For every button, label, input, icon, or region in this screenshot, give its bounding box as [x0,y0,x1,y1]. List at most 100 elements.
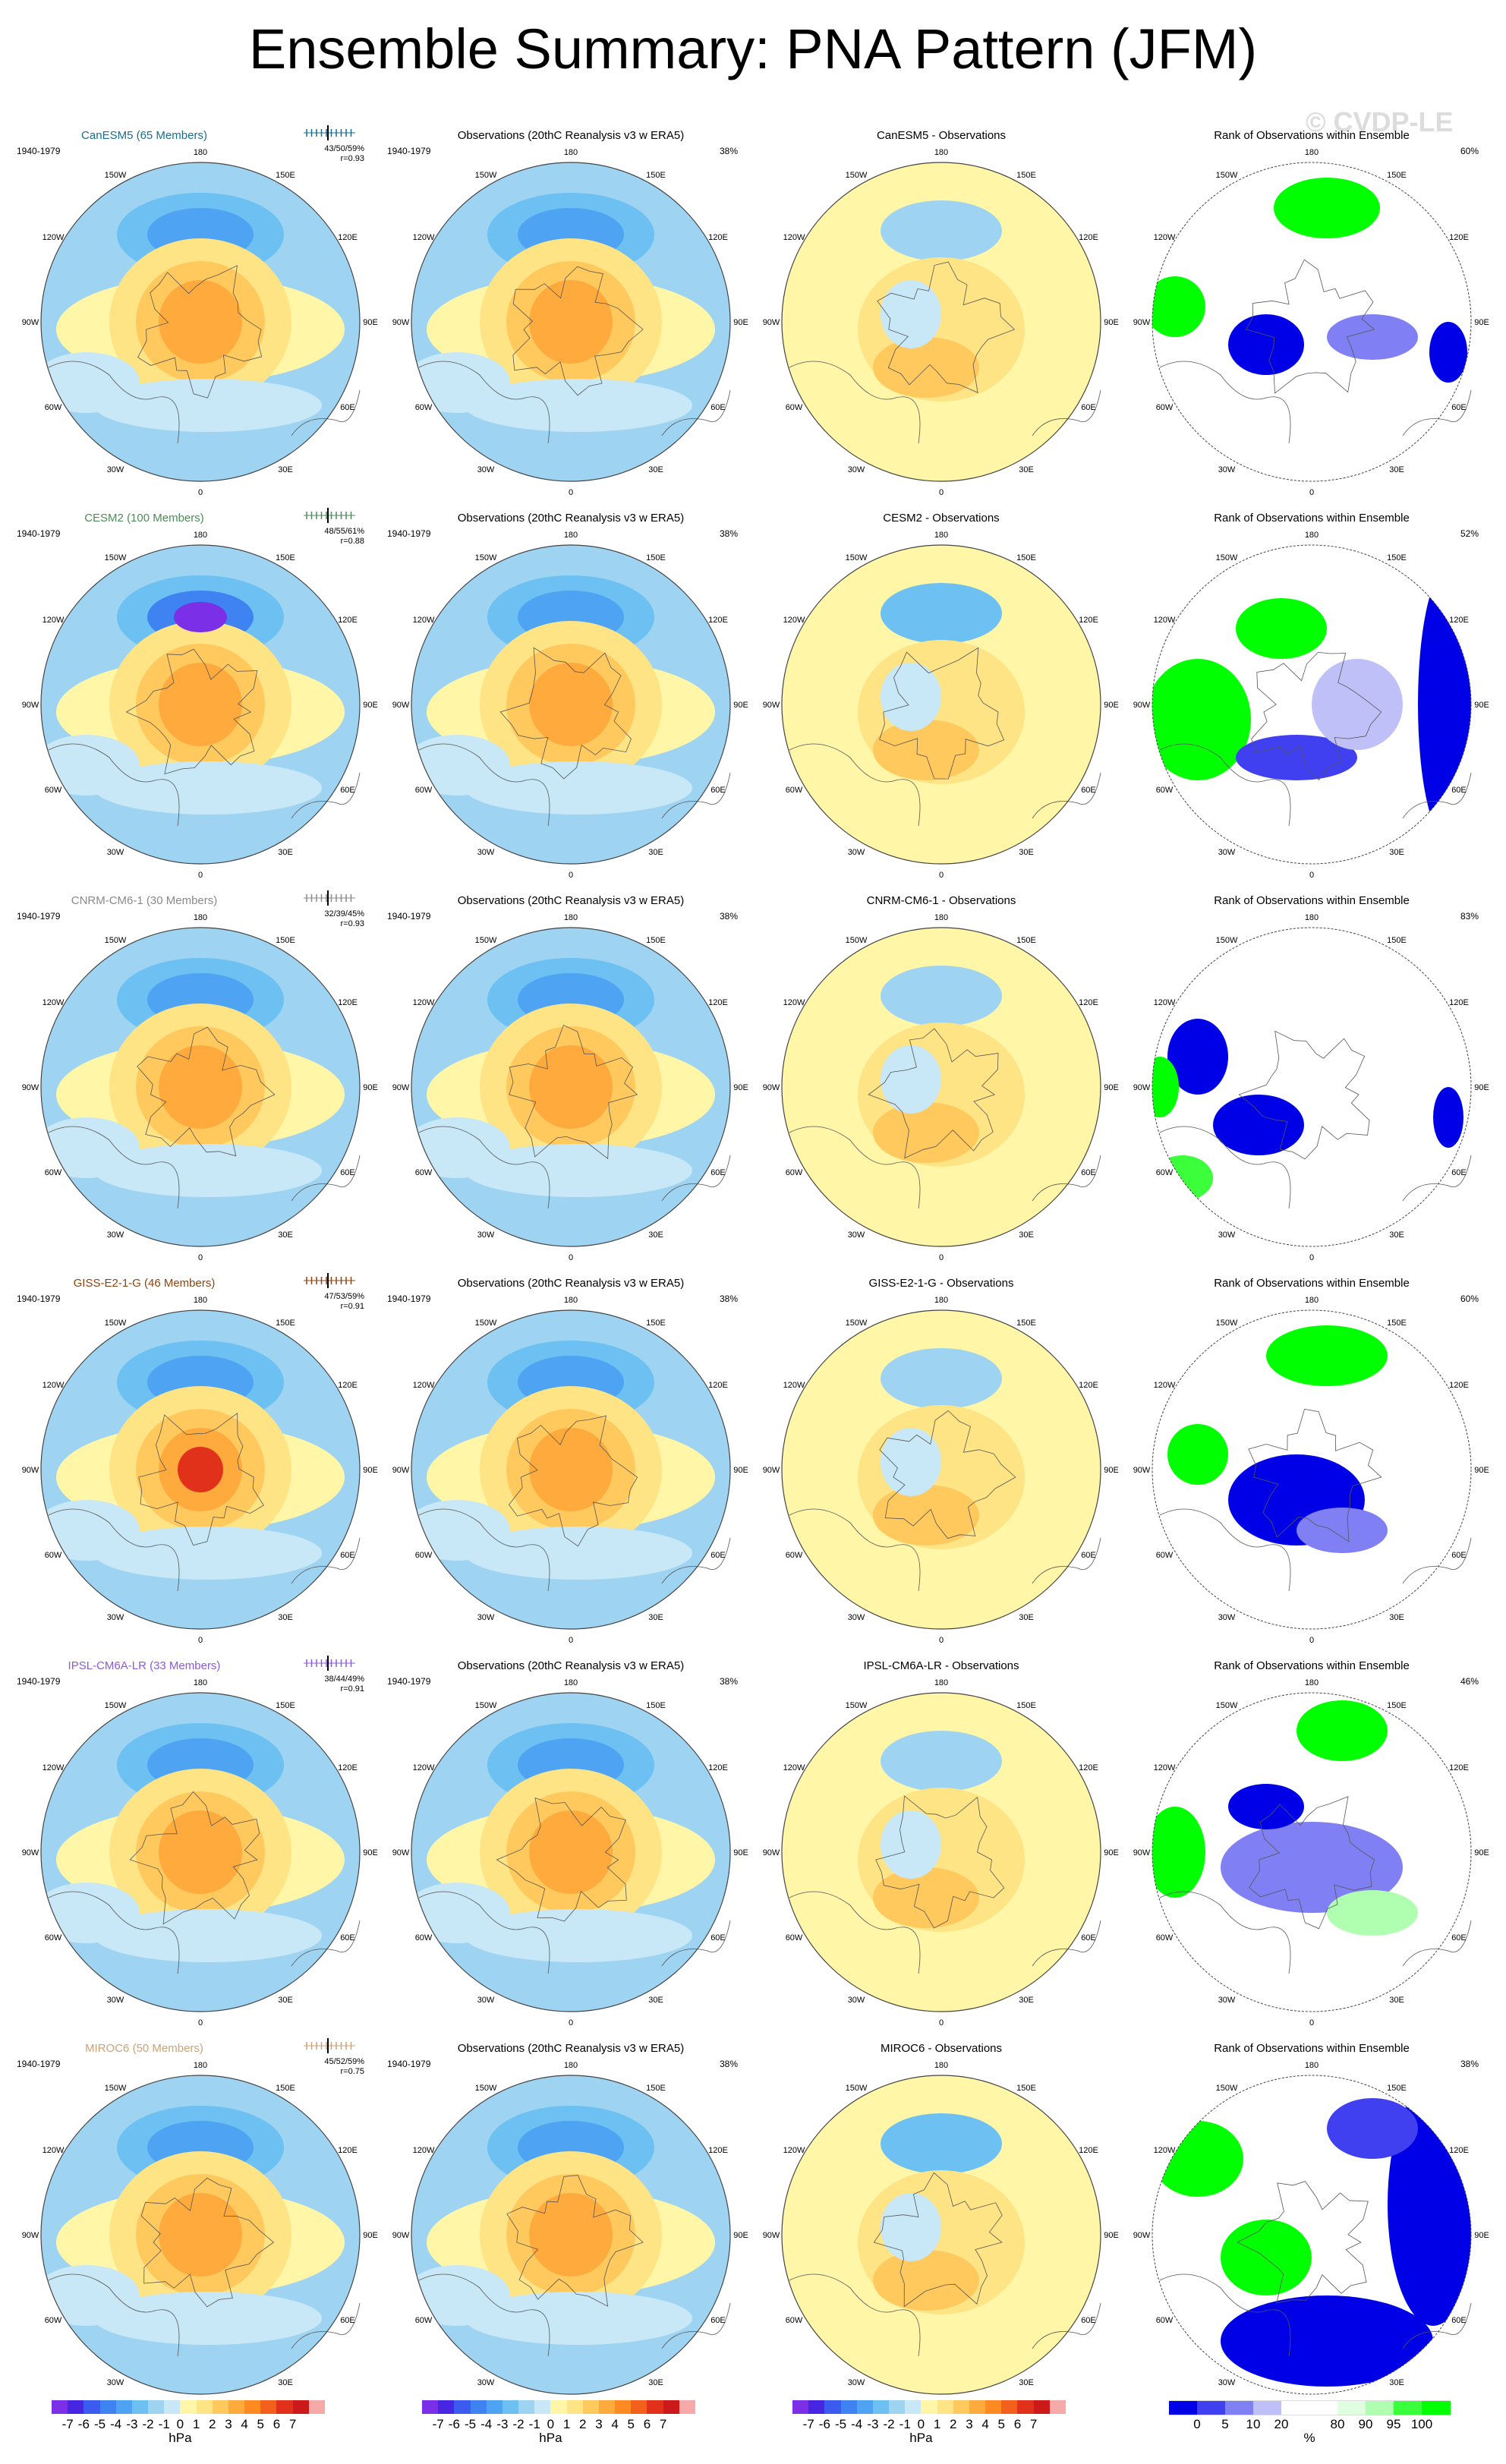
spread-whisker [304,125,355,140]
rank-region [1221,1822,1403,1913]
lon-label: 120W [413,998,435,1007]
lon-label: 180 [194,2061,207,2070]
colorbar-swatch [856,2400,874,2414]
lon-label: 60E [1451,786,1467,795]
lon-label: 120E [1449,998,1469,1007]
lon-label: 150E [1016,936,1036,945]
coastline [789,1028,1101,1209]
panel-title: Rank of Observations within Ensemble [1214,894,1410,907]
lon-label: 150E [1016,1701,1036,1710]
lon-label: 120W [43,1381,65,1390]
colorbar-tick: -6 [448,2417,460,2431]
anomaly-contour [529,1428,613,1511]
lon-label: 180 [934,148,948,157]
colorbar-swatch [615,2400,632,2414]
lon-label: 30W [107,848,124,857]
colorbar-unit: hPa [539,2431,562,2445]
lon-label: 90E [1104,1083,1119,1092]
lon-label: 90E [1104,1466,1119,1475]
coastline [1159,1030,1472,1209]
map-border [1152,2075,1472,2395]
lon-label: 120E [1079,616,1098,625]
model-title: CNRM-CM6-1 (30 Members) [71,894,218,907]
colorbar-tick: -7 [61,2417,74,2431]
lon-label: 30E [1019,1996,1034,2005]
lon-label: 90W [392,318,410,327]
anomaly-contour [159,2193,242,2277]
pct-variance: 38% [1460,2059,1479,2069]
coastline [418,647,731,827]
lon-label: 120E [708,616,728,625]
lon-label: 120E [1079,2146,1098,2155]
lon-label: 30E [1019,2378,1034,2387]
colorbar-swatch [550,2400,568,2414]
panel-title: GISS-E2-1-G - Observations [868,1277,1014,1290]
anomaly-contour [465,1909,692,1962]
lon-label: 30E [1019,1613,1034,1622]
lon-label: 0 [569,871,573,880]
pattern-correlation: r=0.91 [340,1684,365,1694]
ensemble-mean-panel: CESM2 (100 Members) 1940-1979 48/55/61% r=0… [15,508,386,915]
lon-label: 150W [475,553,497,562]
pct-variance: 52% [1460,528,1479,539]
lon-label: 60W [45,786,62,795]
lon-label: 60E [710,1168,726,1177]
colorbar-tick: 4 [611,2417,619,2431]
map-border [1152,927,1472,1247]
rank-panel: Rank of Observations within Ensemble 38% 1… [1126,2042,1497,2446]
rank-region [1312,659,1403,750]
map-border [1152,162,1472,482]
lon-label: 90W [763,1848,780,1857]
lon-label: 90E [1104,1848,1119,1857]
lon-label: 90E [1474,701,1489,710]
lon-label: 180 [194,1296,207,1305]
colorbar-tick: 2 [209,2417,216,2431]
lon-label: 150E [276,1319,295,1328]
anomaly-contour [159,1810,242,1894]
map-border [411,1692,731,2012]
spread-whisker [304,1656,355,1671]
lon-label: 60E [710,403,726,412]
pct-variance: 60% [1460,146,1479,156]
colorbar-swatch [1366,2400,1394,2415]
lon-label: 90E [733,1466,748,1475]
lon-label: 120W [413,616,435,625]
lon-label: 120E [338,1381,358,1390]
lon-label: 30E [278,465,293,474]
lon-label: 0 [198,1636,203,1645]
panel-title: MIROC6 - Observations [880,2042,1003,2055]
map-field [41,1310,360,1629]
colorbar-tick: 6 [273,2417,281,2431]
model-title: IPSL-CM6A-LR (33 Members) [68,1659,221,1672]
colorbar-swatch [454,2400,471,2414]
lon-label: 90E [363,1083,378,1092]
colorbar-swatch [470,2400,487,2414]
colorbar-swatch [969,2400,986,2414]
rank-region [1228,314,1304,375]
lon-label: 0 [569,1636,573,1645]
map-field [782,1693,1101,2012]
lon-label: 60E [710,1933,726,1943]
lon-label: 30W [1218,465,1236,474]
coastline [48,648,361,827]
colorbar-swatch [115,2400,133,2414]
anomaly-contour [159,1045,242,1129]
pct-variance: 38% [720,146,739,156]
pattern-correlation: r=0.93 [340,919,365,928]
observations-panel: Observations (20thC Reanalysis v3 w ERA5… [386,129,756,533]
rank-region [1221,2295,1433,2387]
lon-label: 30E [648,465,663,474]
colorbar-swatch [68,2400,84,2414]
map-field [41,1693,360,2012]
panel-title: Rank of Observations within Ensemble [1214,1659,1410,1672]
years-label: 1940-1979 [387,146,431,156]
lon-label: 30E [648,1230,663,1240]
anomaly-contour [881,583,1002,644]
colorbar-swatch [889,2400,906,2414]
years-label: 1940-1979 [17,146,61,156]
coastline [789,1410,1101,1592]
